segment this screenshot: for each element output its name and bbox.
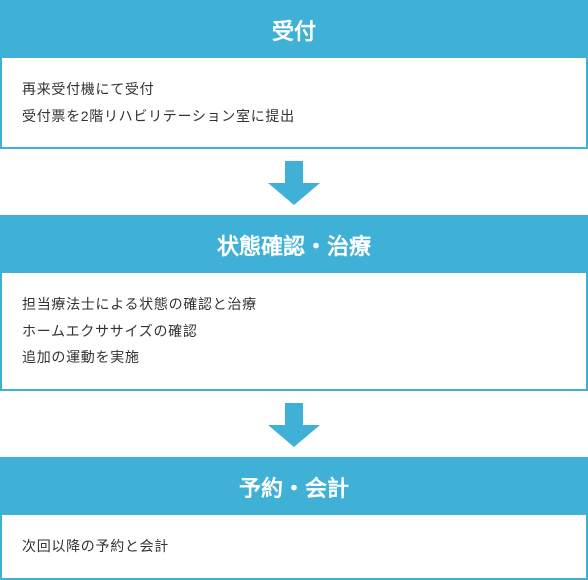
flow-step-line: 再来受付機にて受付 bbox=[22, 76, 566, 103]
flow-step-body: 担当療法士による状態の確認と治療ホームエクササイズの確認追加の運動を実施 bbox=[2, 273, 586, 389]
flow-arrow bbox=[268, 397, 320, 447]
process-flow: 受付再来受付機にて受付受付票を2階リハビリテーション室に提出状態確認・治療担当療… bbox=[0, 0, 588, 580]
flow-step-header: 受付 bbox=[2, 2, 586, 58]
arrow-down-icon bbox=[285, 403, 303, 425]
flow-step: 受付再来受付機にて受付受付票を2階リハビリテーション室に提出 bbox=[0, 0, 588, 149]
flow-step-body: 次回以降の予約と会計 bbox=[2, 515, 586, 578]
flow-arrow bbox=[268, 155, 320, 205]
arrow-down-head-icon bbox=[268, 425, 320, 447]
flow-step: 予約・会計次回以降の予約と会計 bbox=[0, 457, 588, 580]
arrow-down-icon bbox=[285, 161, 303, 183]
arrow-down-head-icon bbox=[268, 183, 320, 205]
flow-step-header: 予約・会計 bbox=[2, 459, 586, 515]
flow-step-line: 担当療法士による状態の確認と治療 bbox=[22, 291, 566, 318]
flow-step-header: 状態確認・治療 bbox=[2, 217, 586, 273]
flow-step-line: ホームエクササイズの確認 bbox=[22, 318, 566, 345]
flow-step: 状態確認・治療担当療法士による状態の確認と治療ホームエクササイズの確認追加の運動… bbox=[0, 215, 588, 391]
flow-step-body: 再来受付機にて受付受付票を2階リハビリテーション室に提出 bbox=[2, 58, 586, 147]
flow-step-line: 受付票を2階リハビリテーション室に提出 bbox=[22, 103, 566, 130]
flow-step-line: 追加の運動を実施 bbox=[22, 344, 566, 371]
